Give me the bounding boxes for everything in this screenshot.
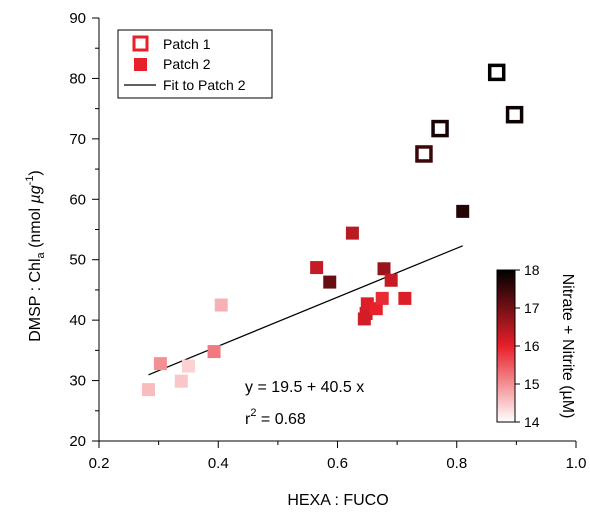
legend-marker-patch-2 [134, 58, 147, 71]
patch-2-point [214, 298, 228, 312]
patch-2-point [181, 359, 195, 373]
patch-1-point [415, 145, 433, 163]
x-axis-ticks: 0.2 0.4 0.6 0.8 1.0 [89, 441, 587, 472]
patch-2-point [398, 291, 412, 305]
colorbar-gradient [496, 269, 516, 423]
y-axis-title-unit-pre: (nmol [27, 203, 44, 252]
colorbar-tick-label: 14 [524, 414, 540, 430]
y-axis-title-subscript: a [35, 251, 47, 258]
fit-r-squared-superscript: 2 [250, 407, 256, 419]
patch-1-point [431, 119, 449, 138]
x-axis-title: HEXA : FUCO [287, 492, 388, 509]
patch-1-point [487, 63, 506, 82]
colorbar-ticks: 14 15 16 17 18 [515, 262, 540, 430]
fit-r-squared-value: = 0.68 [256, 411, 305, 428]
colorbar: 14 15 16 17 18 Nitrate + Nitrite (µM) [496, 262, 576, 430]
y-tick-label: 90 [69, 10, 86, 27]
patch-2-point [345, 226, 359, 240]
fit-annotation: y = 19.5 + 40.5 x r2 = 0.68 [245, 379, 364, 428]
patch-2-point [207, 345, 221, 359]
data-points [141, 63, 524, 397]
x-tick-label: 0.8 [446, 455, 467, 472]
patch-2-point [456, 204, 470, 218]
patch-2-point [153, 357, 167, 371]
patch-2-point [384, 273, 398, 287]
y-axis-title-unit-mu: µg [27, 185, 44, 204]
patch-2-point [310, 261, 324, 275]
y-tick-label: 70 [69, 131, 86, 148]
colorbar-tick-label: 17 [524, 300, 540, 316]
fit-r-squared-prefix: r [245, 411, 251, 428]
fit-equation: y = 19.5 + 40.5 x [245, 379, 364, 396]
legend-marker-patch-1 [132, 35, 149, 52]
fit-line [148, 245, 463, 376]
y-tick-label: 30 [69, 373, 86, 390]
y-tick-label: 50 [69, 252, 86, 269]
legend: Patch 1 Patch 2 Fit to Patch 2 [117, 29, 273, 99]
x-tick-label: 0.6 [327, 455, 348, 472]
y-axis-title-unit-superscript: -1 [24, 176, 36, 186]
y-tick-label: 20 [69, 433, 86, 450]
colorbar-tick-label: 18 [524, 262, 540, 278]
y-tick-label: 40 [69, 312, 86, 329]
x-tick-label: 0.4 [208, 455, 229, 472]
y-axis-ticks: 20 30 40 50 60 70 80 90 [69, 10, 99, 450]
legend-label-patch-1: Patch 1 [163, 36, 211, 52]
patch-2-point [323, 275, 337, 289]
patch-2-point [369, 302, 383, 316]
y-tick-label: 60 [69, 191, 86, 208]
y-tick-label: 80 [69, 70, 86, 87]
colorbar-tick-label: 15 [524, 376, 540, 392]
legend-label-fit: Fit to Patch 2 [163, 77, 246, 93]
patch-2-point [377, 262, 391, 276]
y-axis-title-unit-post: ) [27, 170, 44, 175]
y-axis-title-main: DMSP : Chl [27, 258, 44, 341]
patch-2-point [375, 291, 389, 305]
fit-r-squared: r2 = 0.68 [245, 407, 306, 428]
patch-1-point [505, 105, 524, 124]
legend-label-patch-2: Patch 2 [163, 56, 211, 72]
colorbar-tick-label: 16 [524, 338, 540, 354]
x-tick-label: 1.0 [566, 455, 587, 472]
x-tick-label: 0.2 [89, 455, 110, 472]
colorbar-title: Nitrate + Nitrite (µM) [559, 274, 576, 419]
y-axis-title: DMSP : Chla (nmol µg-1) [24, 170, 47, 342]
patch-2-point [141, 383, 155, 397]
patch-2-point [174, 374, 188, 388]
